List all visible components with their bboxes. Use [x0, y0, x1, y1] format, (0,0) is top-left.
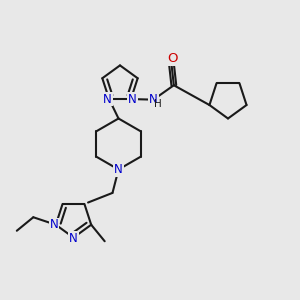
Text: N: N — [149, 93, 158, 106]
Text: N: N — [103, 92, 112, 106]
Text: O: O — [167, 52, 177, 65]
Text: N: N — [114, 163, 123, 176]
Text: N: N — [50, 218, 59, 231]
Text: N: N — [128, 92, 137, 106]
Text: N: N — [69, 232, 78, 245]
Text: H: H — [154, 99, 162, 110]
